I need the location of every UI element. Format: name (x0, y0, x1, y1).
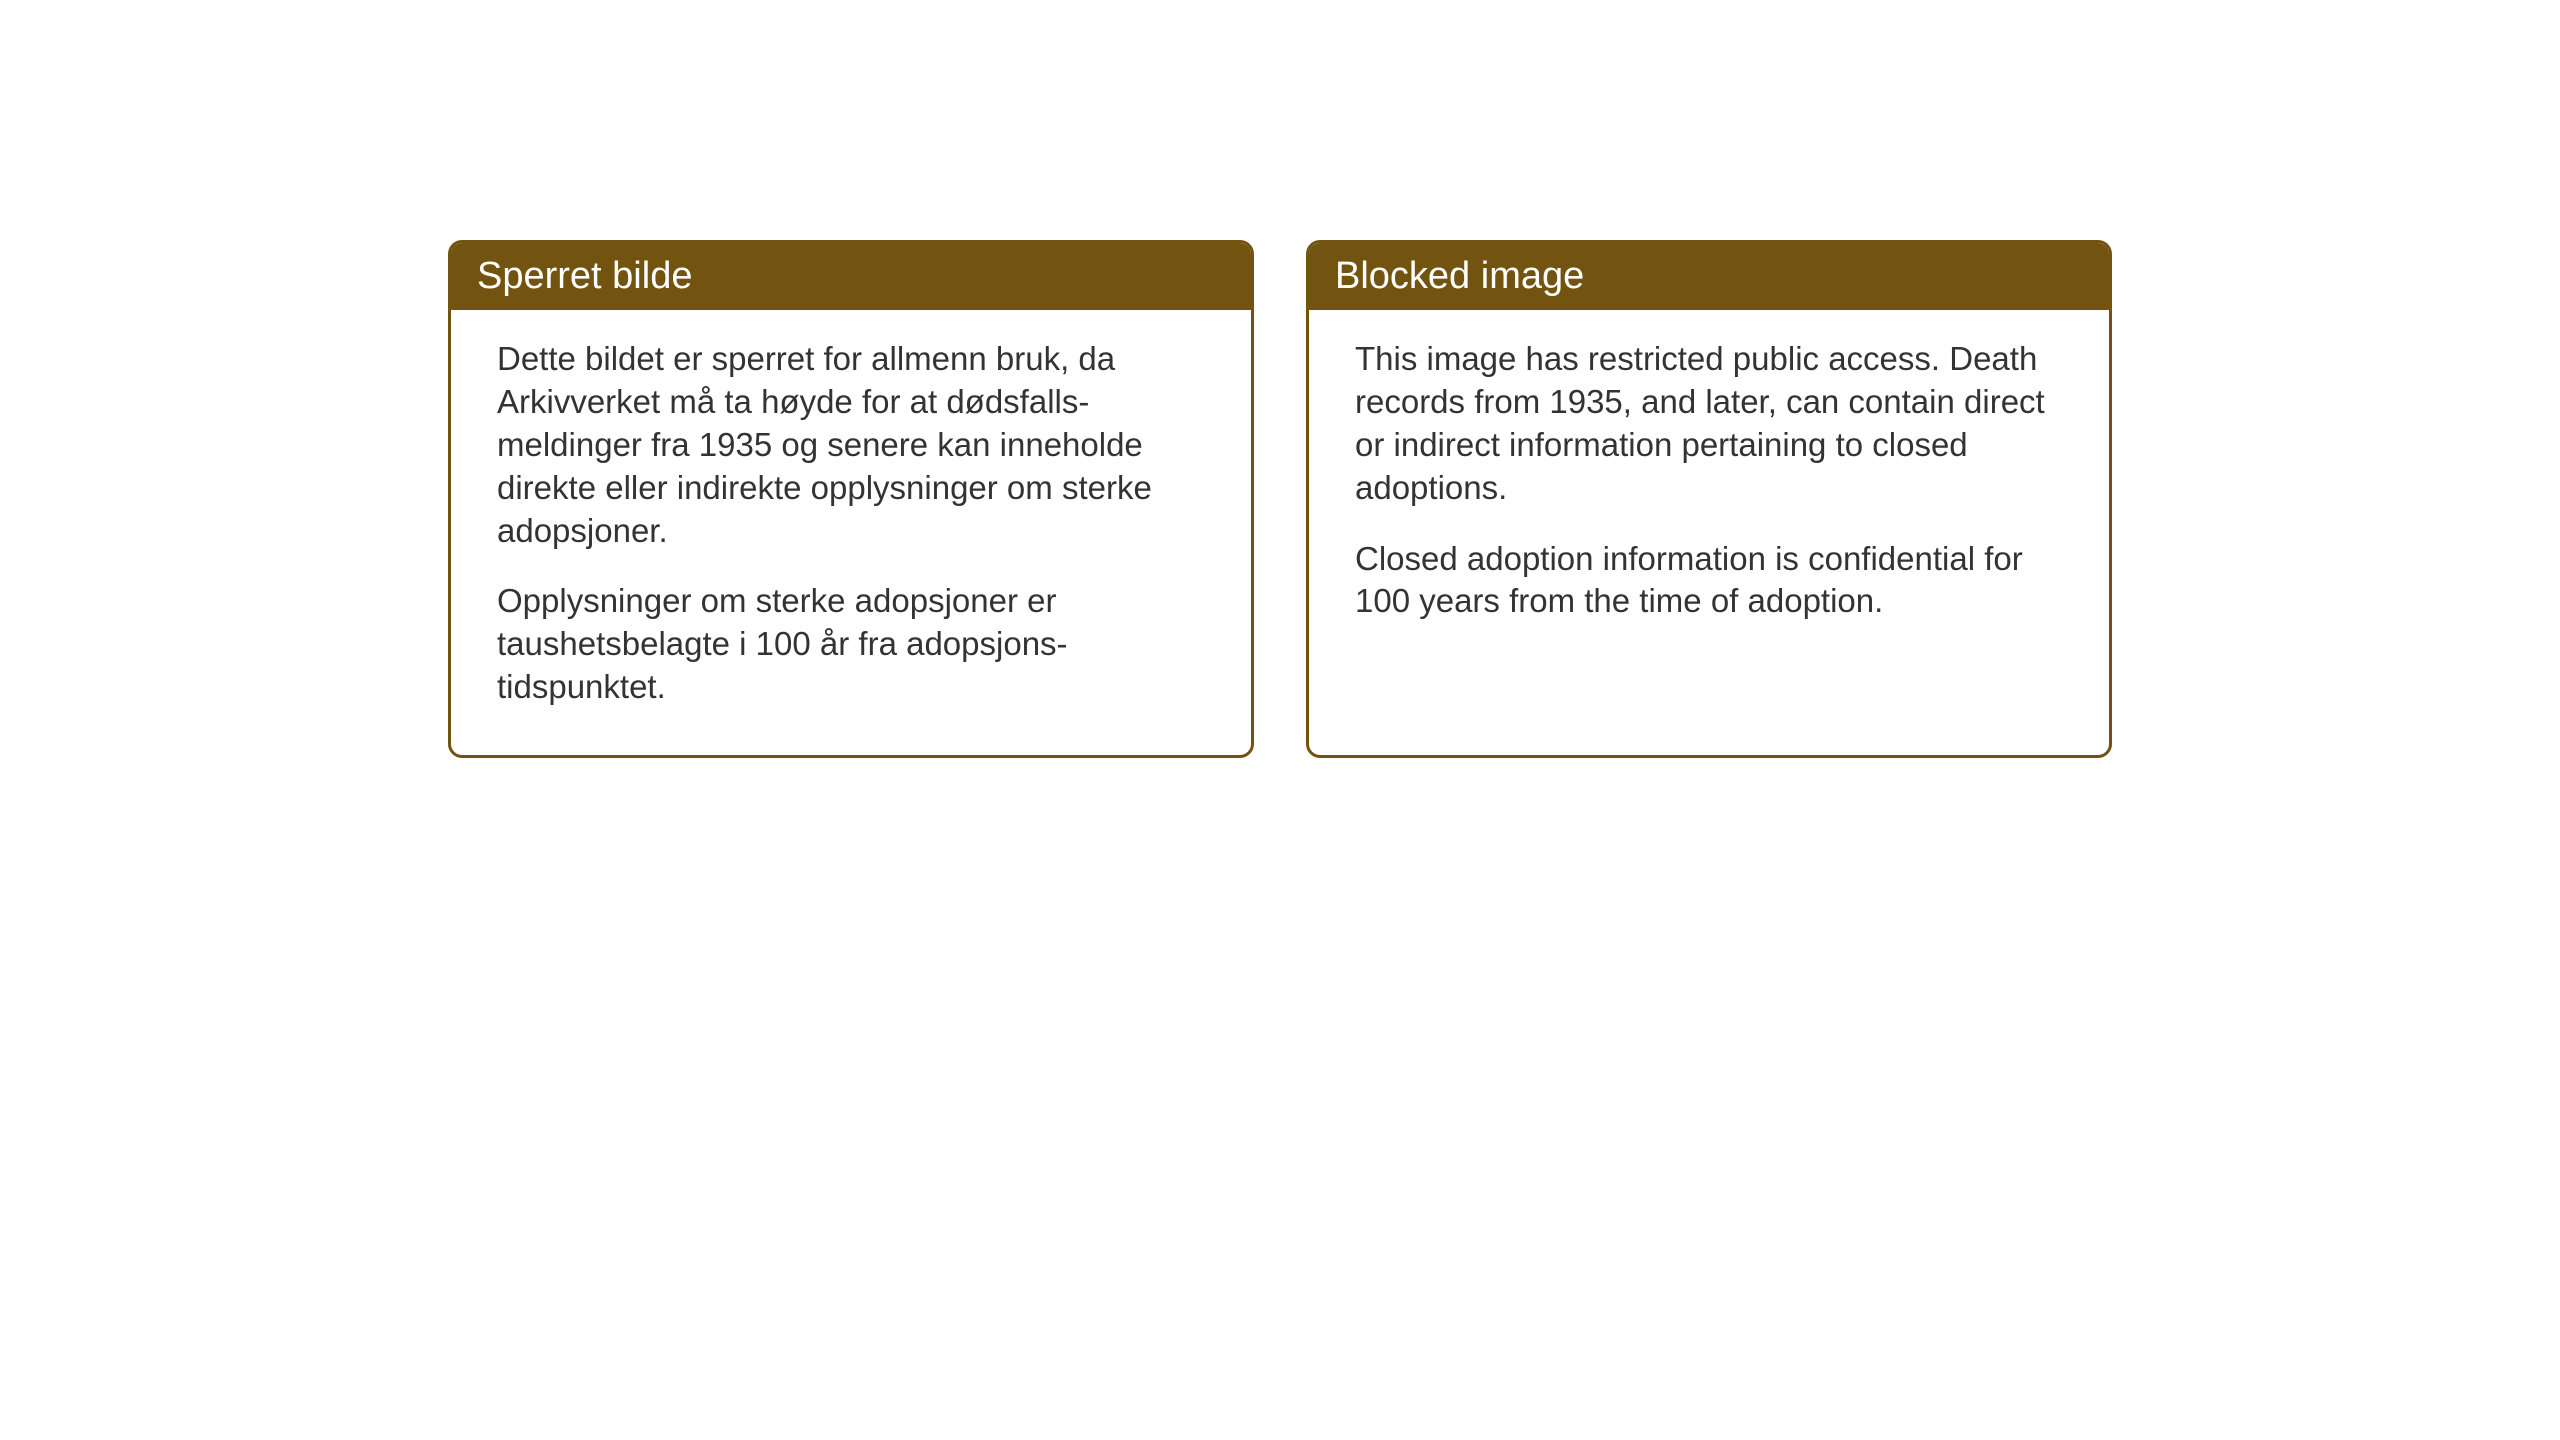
card-body: Dette bildet er sperret for allmenn bruk… (451, 310, 1251, 755)
notice-card-norwegian: Sperret bilde Dette bildet er sperret fo… (448, 240, 1254, 758)
card-body: This image has restricted public access.… (1309, 310, 2109, 669)
card-header: Blocked image (1309, 243, 2109, 310)
card-title: Blocked image (1335, 255, 1584, 297)
card-header: Sperret bilde (451, 243, 1251, 310)
card-paragraph: Opplysninger om sterke adopsjoner er tau… (497, 580, 1205, 709)
card-title: Sperret bilde (477, 255, 692, 297)
card-paragraph: Closed adoption information is confident… (1355, 538, 2063, 624)
notice-card-english: Blocked image This image has restricted … (1306, 240, 2112, 758)
notice-cards-container: Sperret bilde Dette bildet er sperret fo… (448, 240, 2112, 758)
card-paragraph: Dette bildet er sperret for allmenn bruk… (497, 338, 1205, 552)
card-paragraph: This image has restricted public access.… (1355, 338, 2063, 510)
